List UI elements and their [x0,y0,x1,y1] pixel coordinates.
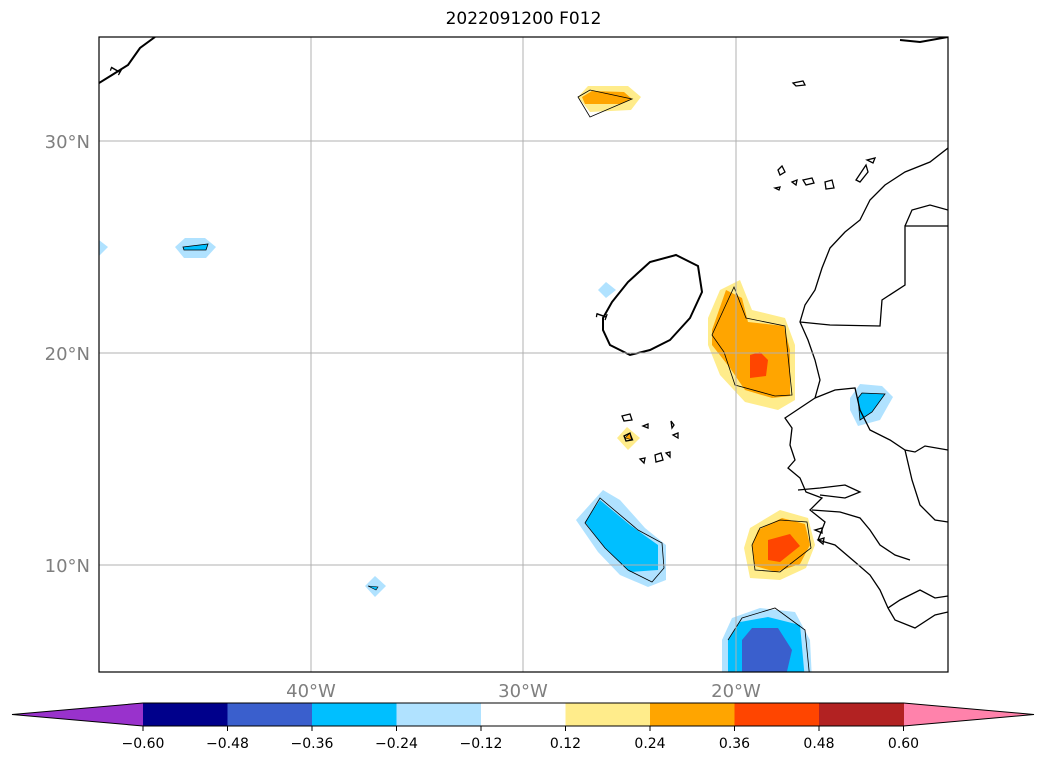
longitude-labels: 40°W 30°W 20°W [286,681,761,702]
colorbar-segment [396,703,482,726]
colorbar-extend-high [903,703,1034,726]
colorbar-tick-label: −0.48 [206,736,249,752]
colorbar-tick-label: 0.60 [888,736,919,752]
colorbar-tick-label: −0.36 [291,736,334,752]
map-frame [98,36,949,673]
colorbar-segment [312,703,397,726]
contour-lines [99,37,948,357]
lon-label-30w: 30°W [498,681,548,702]
colorbar-tick-label: 0.24 [634,736,665,752]
lat-label-30n: 30°N [45,132,90,153]
colorbar-tick-label: 0.12 [550,736,581,752]
colorbar-segment [819,703,904,726]
colorbar-segment [734,703,820,726]
latitude-labels: 30°N 20°N 10°N [45,132,90,577]
colorbar-segment [481,703,566,726]
coastlines [621,80,948,629]
colorbar-tick-label: −0.60 [122,736,165,752]
map-title: 2022091200 F012 [445,9,602,29]
colorbar: −0.60 −0.48 −0.36 −0.24 −0.12 0.12 0.24 0.36 0.4… [11,702,1035,752]
map-panel: 1 1 [99,37,948,672]
colorbar-segment [227,703,313,726]
lat-label-10n: 10°N [45,556,90,577]
colorbar-tick-label: 0.36 [719,736,750,752]
colorbar-tick-label: 0.48 [803,736,834,752]
colorbar-tick-label: −0.12 [460,736,503,752]
gridlines [99,37,948,672]
colorbar-extend-low [12,703,143,726]
anomaly-fills [99,86,893,672]
lon-label-20w: 20°W [711,681,761,702]
colorbar-segment [143,703,228,726]
lon-label-40w: 40°W [286,681,336,702]
colorbar-tick-label: −0.24 [375,736,418,752]
colorbar-segment [650,703,735,726]
colorbar-segment [565,703,651,726]
lat-label-20n: 20°N [45,344,90,365]
